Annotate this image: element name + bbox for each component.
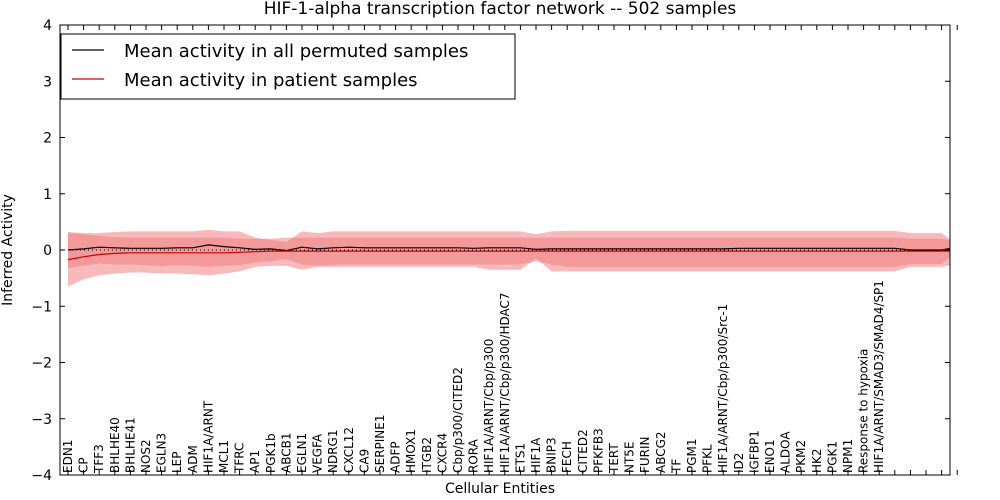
x-axis-label: Cellular Entities: [445, 481, 555, 497]
x-tick-label-serpine1: SERPINE1: [373, 414, 387, 473]
x-tick-label-cp: CP: [77, 457, 91, 473]
x-tick-label-pgm1: PGM1: [685, 438, 699, 473]
band-mean-activity-in-patient-samples: [68, 233, 950, 287]
x-tick-label-pgk1b: PGK1b: [264, 433, 278, 473]
legend-box: [60, 33, 516, 100]
x-tick-label-pfkl: PFKL: [701, 444, 715, 473]
x-tick-label-hif1a-arnt-cbp-p300: HIF1A/ARNT/Cbp/p300: [482, 339, 496, 473]
x-tick-label-tf: TF: [669, 459, 683, 474]
line-layer: [67, 244, 950, 261]
x-tick-label-tff3: TFF3: [92, 444, 106, 474]
line-mean-activity-in-all-permuted-samples: [67, 244, 950, 252]
x-tick-label-adfp: ADFP: [389, 441, 403, 473]
y-tick-label: −4: [31, 468, 52, 484]
x-tick-label-itgb2: ITGB2: [420, 437, 434, 473]
y-tick-label: 0: [43, 243, 52, 259]
x-tick-label-nt5e: NT5E: [623, 441, 637, 473]
y-tick-label: 4: [43, 18, 52, 34]
x-tick-label-ndrg1: NDRG1: [326, 430, 340, 474]
x-tick-label-bnip3: BNIP3: [545, 437, 559, 473]
x-tick-label-rora: RORA: [467, 438, 481, 473]
chart-title: HIF-1-alpha transcription factor network…: [264, 0, 737, 19]
x-tick-label-tfrc: TFRC: [233, 443, 247, 474]
x-tick-label-abcb1: ABCB1: [279, 433, 293, 473]
x-tick-label-response-to-hypoxia: Response to hypoxia: [857, 349, 871, 473]
band-layer: [68, 229, 950, 287]
x-tick-label-fech: FECH: [560, 441, 574, 473]
x-tick-label-igfbp1: IGFBP1: [747, 430, 761, 473]
x-tick-label-furin: FURIN: [638, 436, 652, 473]
x-tick-label-vegfa: VEGFA: [311, 433, 325, 473]
x-tick-label-hif1a-arnt: HIF1A/ARNT: [201, 400, 215, 473]
y-tick-label: −1: [31, 299, 52, 315]
x-tick-label-hif1a: HIF1A: [529, 437, 543, 473]
x-tick-label-tert: TERT: [607, 443, 621, 474]
x-tick-label-npm1: NPM1: [841, 439, 855, 473]
x-tick-label-lep: LEP: [170, 451, 184, 473]
y-tick-label: 3: [43, 74, 52, 90]
x-tick-label-egln1: EGLN1: [295, 433, 309, 473]
y-axis: −4 −3 −2 −1 0 1 2 3 4: [31, 18, 950, 484]
x-tick-label-hif1a-arnt-cbp-p300-hdac7: HIF1A/ARNT/Cbp/p300/HDAC7: [498, 292, 512, 473]
x-tick-label-edn1: EDN1: [61, 440, 75, 473]
y-tick-label: −3: [31, 412, 52, 428]
x-tick-label-cited2: CITED2: [576, 429, 590, 473]
legend-label-patient: Mean activity in patient samples: [124, 70, 418, 91]
plot-frame: [59, 24, 951, 476]
x-tick-label-ca9: CA9: [357, 449, 371, 473]
x-tick-label-id2: ID2: [732, 453, 746, 473]
x-tick-label-ets1: ETS1: [513, 443, 527, 473]
y-tick-label: −2: [31, 356, 52, 372]
y-tick-label: 2: [43, 131, 52, 147]
x-tick-label-hk2: HK2: [810, 448, 824, 473]
x-tick-label-bhlhe41: BHLHE41: [123, 417, 137, 473]
x-tick-label-aldoa: ALDOA: [779, 431, 793, 473]
x-tick-label-pgk1: PGK1: [825, 441, 839, 473]
x-axis: EDN1 CP TFF3 BHLHE40 BHLHE41 NOS2 EGLN3 LEP ADM H…: [61, 25, 958, 475]
line-mean-activity-in-patient-samples: [67, 250, 950, 261]
x-tick-label-hif1a-arnt-smad3-smad4-sp1: HIF1A/ARNT/SMAD3/SMAD4/SP1: [872, 280, 886, 473]
x-tick-label-ap1: AP1: [248, 450, 262, 473]
legend: Mean activity in all permuted samples Me…: [60, 33, 516, 100]
x-tick-label-pkm2: PKM2: [794, 440, 808, 473]
x-tick-label-eno1: ENO1: [763, 439, 777, 473]
x-tick-label-cxcr4: CXCR4: [435, 433, 449, 473]
y-axis-label: Inferred Activity: [0, 194, 16, 306]
x-tick-label-abcg2: ABCG2: [654, 431, 668, 473]
x-tick-label-nos2: NOS2: [139, 439, 153, 473]
legend-label-permuted: Mean activity in all permuted samples: [124, 41, 468, 62]
x-tick-label-bhlhe40: BHLHE40: [108, 417, 122, 473]
x-tick-label-egln3: EGLN3: [155, 433, 169, 473]
x-tick-label-hif1a-arnt-cbp-p300-src-1: HIF1A/ARNT/Cbp/p300/Src-1: [716, 304, 730, 473]
x-tick-label-cxcl12: CXCL12: [342, 427, 356, 473]
x-tick-label-hmox1: HMOX1: [404, 429, 418, 473]
x-tick-label-cbp-p300-cited2: Cbp/p300/CITED2: [451, 367, 465, 473]
x-tick-label-pfkfb3: PFKFB3: [591, 428, 605, 473]
x-tick-label-adm: ADM: [186, 445, 200, 473]
x-tick-label-mcl1: MCL1: [217, 440, 231, 473]
y-tick-label: 1: [43, 187, 52, 203]
